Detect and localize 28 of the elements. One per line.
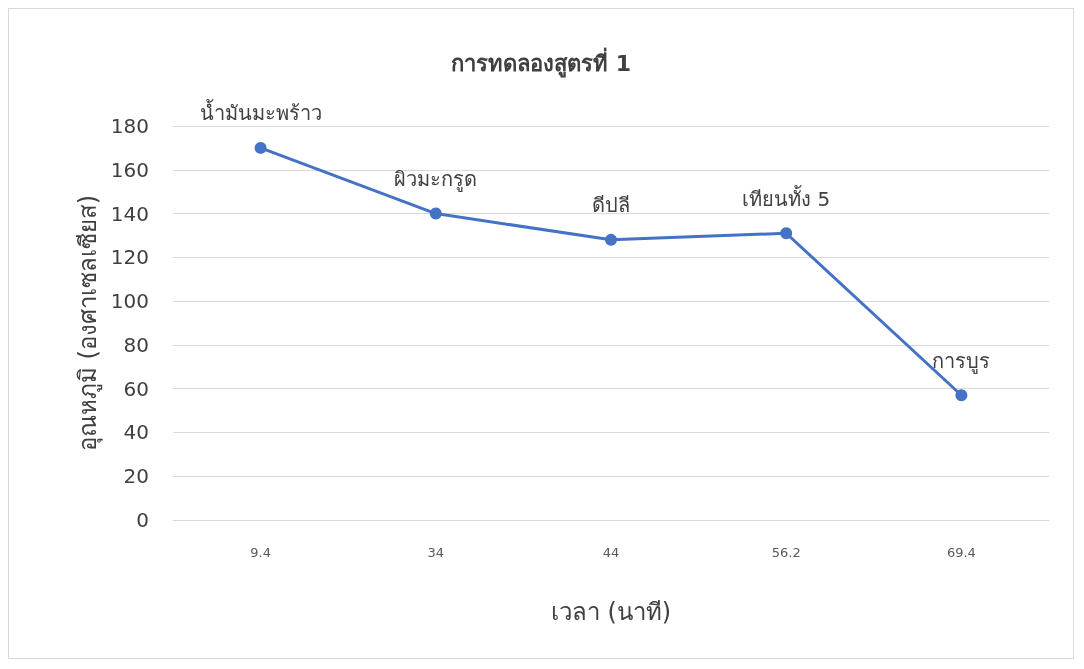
x-axis-title: เวลา (นาที)	[550, 598, 672, 626]
point	[429, 207, 442, 220]
x-tick-label: 9.4	[250, 545, 271, 560]
y-tick-label: 140	[110, 201, 149, 226]
x-tick-label: 34	[427, 545, 445, 560]
x-tick-label: 69.4	[946, 545, 976, 560]
annotation: ดีปลี	[592, 193, 630, 218]
y-tick-label: 60	[123, 376, 149, 401]
point	[254, 141, 267, 154]
y-tick-label: 40	[123, 420, 149, 445]
x-tick-label: 56.2	[771, 545, 801, 560]
point	[955, 389, 968, 402]
point	[605, 233, 617, 246]
chart-title: การทดลองสูตรที่ 1	[451, 46, 631, 78]
point	[780, 227, 793, 240]
y-tick-label: 80	[123, 332, 149, 357]
y-tick-label: 160	[110, 157, 149, 182]
y-tick-label: 180	[110, 114, 149, 138]
x-tick-label: 44	[602, 545, 620, 560]
annotation: ผิวมะกรูด	[394, 167, 478, 193]
annotation: น้ำมันมะพร้าว	[199, 99, 322, 126]
y-axis-title: อุณหภูมิ (องศาเซลเซียส)	[73, 194, 103, 452]
y-tick-label: 20	[123, 464, 149, 489]
annotation: เทียนทั้ง 5	[742, 184, 831, 211]
annotation: การบูร	[932, 348, 991, 374]
y-tick-label: 120	[110, 245, 149, 270]
y-tick-label: 100	[110, 289, 149, 314]
y-tick-label: 0	[136, 508, 149, 532]
